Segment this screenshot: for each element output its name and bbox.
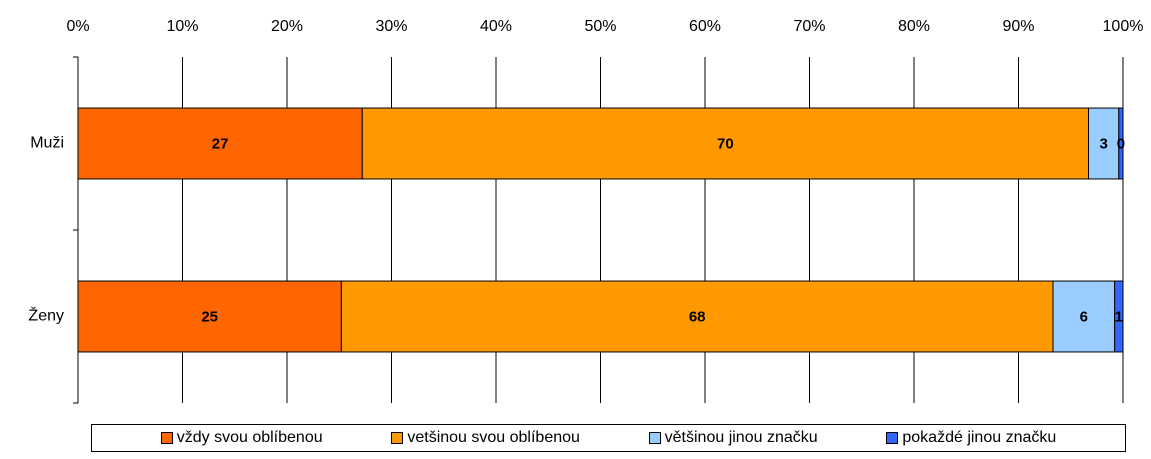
- legend-swatch: [160, 432, 173, 444]
- value-label: 27: [212, 135, 229, 152]
- bar-segment: [340, 280, 1054, 353]
- legend-label: většinou jinou značku: [664, 429, 818, 446]
- legend: vždy svou oblíbenou vetšinou svou oblíben…: [91, 424, 1126, 452]
- value-label: 68: [689, 308, 706, 325]
- y-tick-label: Ženy: [28, 306, 64, 325]
- x-tick-label: 70%: [793, 18, 825, 35]
- legend-label: vždy svou oblíbenou: [176, 429, 323, 446]
- y-tick-label: Muži: [30, 135, 64, 152]
- bar-segment: [1114, 280, 1124, 353]
- x-tick-label: 60%: [689, 18, 721, 35]
- x-tick-label: 40%: [480, 18, 512, 35]
- x-tick-label: 30%: [375, 18, 407, 35]
- legend-swatch: [391, 432, 404, 444]
- legend-item: většinou jinou značku: [648, 429, 818, 447]
- legend-swatch: [886, 432, 899, 444]
- x-tick-label: 0%: [66, 18, 89, 35]
- value-label: 25: [201, 308, 218, 325]
- chart: 0% 10% 20% 30% 40% 50% 60% 70% 80% 90% 100% Muži 27 7…: [28, 18, 1144, 404]
- x-tick-label: 10%: [166, 18, 198, 35]
- legend-item: vždy svou oblíbenou: [160, 429, 323, 447]
- legend-item: vetšinou svou oblíbenou: [391, 429, 580, 447]
- value-label: 70: [717, 135, 734, 152]
- x-tick-label: 50%: [584, 18, 616, 35]
- bar-segment: [77, 280, 342, 353]
- value-label: 1: [1115, 308, 1123, 325]
- legend-label: vetšinou svou oblíbenou: [407, 429, 580, 446]
- bar-segment: [77, 107, 363, 180]
- bar-segment: [1118, 107, 1124, 180]
- legend-item: pokaždé jinou značku: [886, 429, 1056, 447]
- value-label: 6: [1080, 308, 1088, 325]
- x-tick-label: 80%: [898, 18, 930, 35]
- x-tick-label: 100%: [1103, 18, 1144, 35]
- value-label: 3: [1099, 135, 1107, 152]
- bar-segment: [1088, 107, 1120, 180]
- x-tick-label: 20%: [271, 18, 303, 35]
- value-label: 0: [1117, 135, 1125, 152]
- x-tick-label: 90%: [1002, 18, 1034, 35]
- bar-segment: [1052, 280, 1116, 353]
- legend-label: pokaždé jinou značku: [902, 429, 1057, 446]
- legend-swatch: [648, 432, 661, 444]
